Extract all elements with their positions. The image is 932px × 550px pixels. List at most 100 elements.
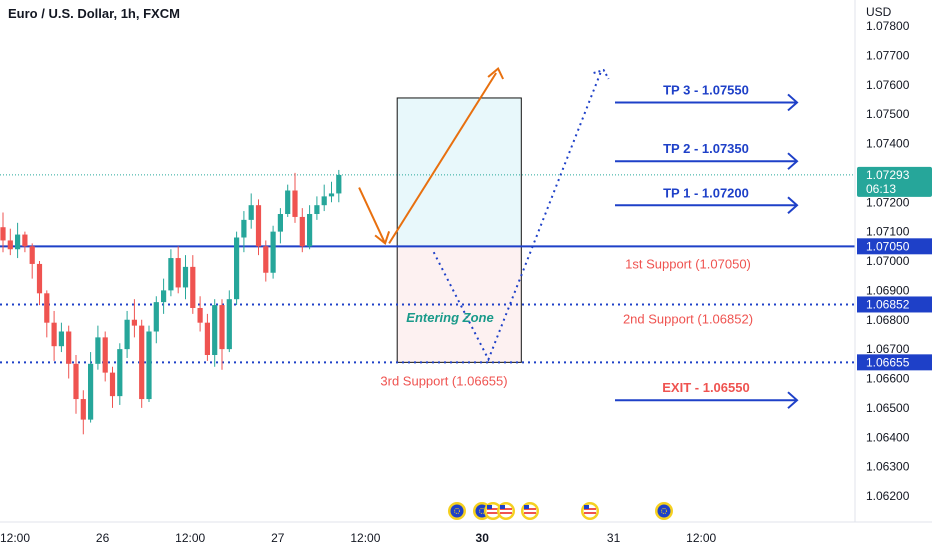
candle-body [51, 322, 57, 347]
target-arrow-head-4 [787, 391, 799, 409]
current-price-tag [857, 166, 932, 197]
candle-body [226, 299, 232, 350]
candle-body [336, 174, 342, 194]
y-tick-label: 1.07600 [866, 78, 910, 92]
candle-body [58, 331, 64, 347]
candle-body [182, 266, 189, 288]
profit-zone-box [396, 97, 522, 247]
target-label-3: TP 1 - 1.07200 [663, 185, 749, 200]
event-flag-6 [581, 502, 599, 520]
event-flag-4 [497, 502, 515, 520]
price-tag-label-2: 1.06852 [866, 297, 910, 311]
candle-body [175, 258, 181, 288]
x-tick-label: 27 [271, 531, 285, 545]
candle-body [161, 290, 167, 303]
candle-body [146, 331, 152, 400]
drop-arrow-head [374, 231, 391, 246]
target-arrow-head-2 [787, 152, 799, 170]
target-label-4: EXIT - 1.06550 [662, 380, 749, 395]
x-tick-label: 12:00 [175, 531, 205, 545]
candle-body [204, 322, 210, 355]
candle-body [248, 205, 254, 220]
candle-body [328, 193, 335, 197]
candle-body [36, 263, 43, 294]
candle-body [270, 231, 276, 273]
alternative-path-head [593, 68, 610, 80]
candle-body [299, 216, 305, 247]
candles-group [0, 169, 342, 435]
candle-body [44, 293, 50, 323]
x-tick-label: 31 [607, 531, 621, 545]
y-tick-label: 1.07500 [866, 107, 910, 121]
candle-body [190, 266, 196, 308]
y-tick-label: 1.06300 [866, 460, 910, 474]
event-flag-7 [655, 502, 673, 520]
candle-body [7, 240, 13, 250]
y-tick-label: 1.06200 [866, 489, 910, 503]
target-label-1: TP 3 - 1.07550 [663, 82, 749, 97]
price-tag-1 [857, 238, 932, 255]
y-tick-label: 1.07700 [866, 48, 910, 62]
candle-body [139, 325, 145, 400]
candle-body [102, 337, 108, 373]
x-tick-label: 30 [476, 531, 490, 545]
y-tick-label: 1.07000 [866, 254, 910, 268]
target-arrow-head-3 [787, 196, 799, 214]
x-tick-label: 12:00 [686, 531, 716, 545]
candle-body [95, 337, 101, 364]
price-tag-2 [857, 296, 932, 313]
target-arrow-head-1 [787, 93, 799, 112]
event-flag-3 [484, 502, 502, 520]
candle-body [292, 190, 298, 217]
y-tick-label: 1.06600 [866, 372, 910, 386]
candle-body [219, 305, 225, 350]
candle-body [241, 219, 247, 238]
candle-body [22, 234, 28, 247]
candle-body [255, 205, 262, 247]
candle-body [321, 196, 327, 206]
y-tick-label: 1.06400 [866, 430, 910, 444]
price-tag-3 [857, 354, 932, 371]
support-label-2: 2nd Support (1.06852) [623, 311, 753, 326]
y-tick-label: 1.07800 [866, 19, 910, 33]
event-flag-5 [521, 502, 539, 520]
support-label-3: 3rd Support (1.06655) [380, 373, 507, 388]
candle-body [88, 363, 94, 420]
candle-body [307, 214, 313, 247]
rally-arrow-head [487, 66, 505, 80]
candle-body [0, 227, 6, 241]
support-label-1: 1st Support (1.07050) [625, 256, 751, 271]
y-tick-label: 1.07400 [866, 137, 910, 151]
candle-body [15, 234, 21, 250]
price-tag-label-1: 1.07050 [866, 239, 910, 253]
candle-body [80, 399, 86, 420]
alternative-path [432, 69, 603, 362]
candle-body [117, 349, 123, 397]
x-tick-label: 12:00 [350, 531, 380, 545]
candle-body [153, 302, 159, 332]
candle-body [109, 372, 116, 397]
y-tick-label: 1.06500 [866, 401, 910, 415]
event-flag-1 [448, 502, 466, 520]
candle-body [212, 305, 218, 355]
candle-body [168, 258, 174, 291]
current-price-label: 1.07293 [866, 168, 910, 182]
y-tick-label: 1.07200 [866, 195, 910, 209]
chart-title: Euro / U.S. Dollar, 1h, FXCM [8, 6, 180, 21]
candle-body [314, 205, 320, 214]
entry-zone-box [396, 245, 522, 363]
drop-arrow [358, 187, 387, 244]
candle-body [124, 319, 130, 350]
price-tag-label-3: 1.06655 [866, 355, 910, 369]
y-tick-label: 1.06900 [866, 283, 910, 297]
countdown-label: 06:13 [866, 182, 896, 196]
candle-body [29, 246, 35, 264]
x-tick-label: 12:00 [0, 531, 30, 545]
candle-body [263, 246, 269, 273]
target-label-2: TP 2 - 1.07350 [663, 141, 749, 156]
candle-body [73, 363, 79, 400]
currency-label: USD [866, 5, 892, 19]
candle-body [234, 237, 240, 300]
candle-body [197, 308, 203, 323]
